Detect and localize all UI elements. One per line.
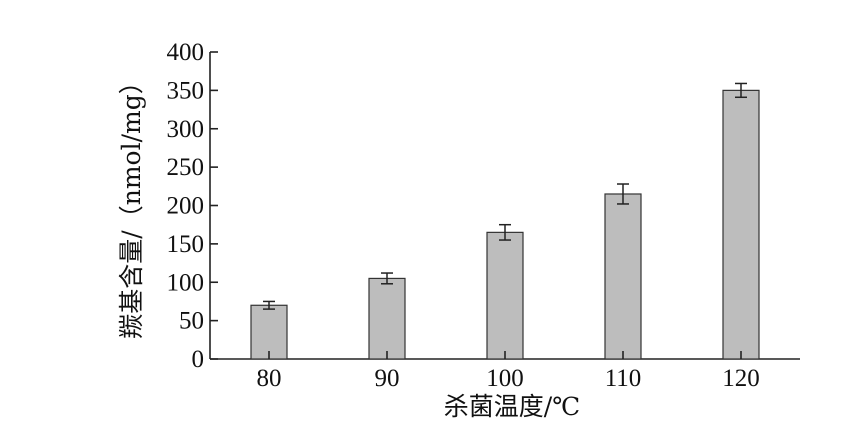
- x-tick-label: 90: [375, 365, 400, 392]
- bar: [722, 89, 760, 360]
- y-axis-label: 羰基含量/（nmol/mg）: [117, 69, 146, 338]
- y-tick-label: 250: [167, 154, 205, 181]
- bars: [250, 89, 760, 360]
- bar: [486, 231, 524, 360]
- x-axis-label: 杀菌温度/℃: [444, 392, 580, 421]
- y-tick-label: 150: [167, 231, 205, 258]
- bar: [604, 193, 642, 360]
- error-bars: [263, 82, 747, 310]
- y-tick-label: 50: [179, 308, 204, 335]
- y-tick-label: 100: [167, 269, 205, 296]
- y-tick-label: 350: [167, 77, 205, 104]
- bar: [368, 277, 406, 360]
- y-tick-label: 400: [167, 39, 205, 66]
- x-tick-label: 80: [257, 365, 282, 392]
- x-tick-label: 110: [605, 365, 642, 392]
- x-tick-label: 100: [486, 365, 524, 392]
- y-tick-label: 200: [167, 193, 205, 220]
- y-tick-label: 300: [167, 116, 205, 143]
- x-ticks: 80 90 100 110 120: [257, 351, 760, 392]
- x-tick-label: 120: [722, 365, 760, 392]
- bar: [250, 304, 288, 360]
- y-tick-label: 0: [192, 346, 205, 373]
- y-ticks: 0 50 100 150 200 250 300 350 400: [167, 39, 218, 373]
